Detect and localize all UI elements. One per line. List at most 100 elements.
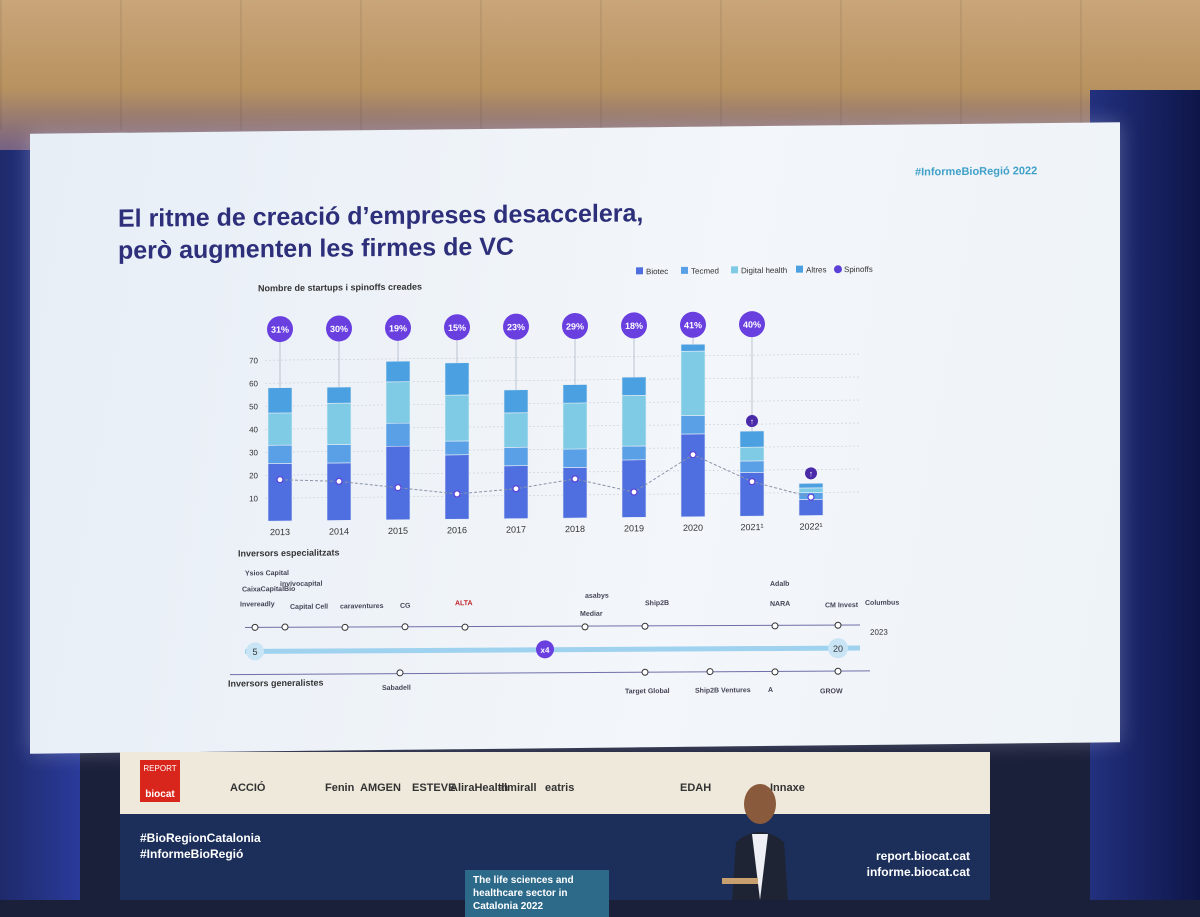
- gridline: [265, 445, 860, 453]
- bar-segment: [326, 386, 352, 404]
- percent-bubble: [621, 312, 647, 339]
- generalist-logo: Sabadell: [382, 685, 411, 692]
- percent-label: 31%: [271, 324, 289, 334]
- sponsor-logo: EDAH: [680, 782, 712, 794]
- legend-label: Altres: [806, 265, 826, 274]
- generalist-timeline: [229, 670, 871, 676]
- gridline: [265, 399, 860, 407]
- bar-segment: [798, 498, 824, 516]
- percent-label: 30%: [330, 324, 348, 334]
- sponsor-logo: eatris: [545, 782, 575, 794]
- percent-bubble: [562, 312, 588, 340]
- bar-segment: [503, 446, 529, 467]
- percent-bubble: [267, 316, 293, 343]
- sponsor-logo: AliraHealth: [450, 782, 509, 794]
- gridline: [265, 422, 860, 430]
- bar-segment: [739, 430, 765, 448]
- legend-swatch: [681, 266, 688, 274]
- bar-segment: [267, 463, 293, 522]
- investor-logo: Capital Cell: [290, 604, 328, 611]
- bar-segment: [680, 350, 706, 416]
- sponsor-logo: AMGEN: [360, 782, 401, 794]
- y-tick-label: 20: [249, 471, 258, 480]
- timeline-node: [641, 668, 649, 676]
- start-count-badge: [246, 642, 264, 661]
- bar-segment: [739, 460, 765, 473]
- generalist-logo: Ship2B Ventures: [695, 687, 751, 695]
- bar-segment: [385, 422, 411, 447]
- x-tick-label: 2016: [447, 525, 467, 535]
- timeline-node: [771, 622, 779, 630]
- x-tick-label: 2014: [329, 526, 349, 536]
- investor-logo: CaixaCapitalBio: [242, 586, 295, 594]
- bar-segment: [326, 462, 352, 521]
- investor-logo: CM Invest: [825, 602, 859, 609]
- bar-segment: [444, 394, 470, 442]
- investor-logo: Mediar: [580, 611, 603, 618]
- timeline-node: [771, 668, 779, 676]
- legend-swatch: [834, 265, 842, 274]
- percent-label: 15%: [448, 323, 466, 333]
- bar-segment: [621, 376, 647, 396]
- x-tick-label: 2019: [624, 523, 644, 533]
- brand-name: biocat: [145, 789, 175, 800]
- spinoff-point: [571, 475, 579, 483]
- percent-label: 40%: [743, 320, 761, 330]
- percent-label: 23%: [507, 322, 525, 332]
- bar-segment: [267, 412, 293, 446]
- spinoff-point: [689, 451, 697, 459]
- investor-logo: CG: [400, 603, 411, 610]
- sponsor-logo: almirall: [498, 782, 537, 794]
- legend-swatch: [796, 265, 803, 273]
- banner-hashtags: #BioRegionCatalonia #InformeBioRegió: [140, 830, 261, 862]
- gridline: [265, 491, 860, 499]
- timeline-node: [401, 623, 409, 631]
- bar-segment: [267, 444, 293, 465]
- bar-segment: [680, 433, 706, 518]
- investor-logo: Columbus: [865, 600, 899, 607]
- legend-label: Spinoffs: [844, 265, 873, 274]
- investor-logo: asabys: [585, 593, 609, 600]
- generalist-logo: A: [768, 687, 773, 694]
- bar-segment: [739, 446, 765, 462]
- hashtag-informe: #InformeBioRegió: [140, 847, 244, 861]
- projection-screen: #InformeBioRegió 2022 El ritme de creaci…: [30, 122, 1120, 754]
- generalist-logo: GROW: [820, 688, 843, 695]
- bar-segment: [326, 402, 352, 446]
- sponsor-logo: ESTEVE: [412, 782, 456, 794]
- investor-logo: ALTA: [455, 600, 473, 607]
- generalist-logo: Target Global: [625, 688, 670, 695]
- arrow-marker: [805, 467, 817, 480]
- spinoff-point: [276, 476, 284, 484]
- generalist-label: Inversors generalistes: [228, 678, 324, 689]
- legend-label: Tecmed: [691, 266, 719, 275]
- investor-logo: invivocapital: [280, 581, 322, 588]
- y-tick-label: 70: [249, 356, 258, 365]
- y-tick-label: 60: [249, 379, 258, 388]
- timeline-node: [341, 623, 349, 631]
- bar-segment: [680, 415, 706, 435]
- spinoff-point: [394, 484, 402, 492]
- ceiling-slats: [0, 0, 1200, 130]
- sponsor-logo: Fenin: [325, 782, 355, 794]
- report-cover: The life sciences and healthcare sector …: [465, 870, 609, 917]
- gridline: [265, 468, 860, 476]
- gridline: [265, 376, 860, 384]
- investor-logo: NARA: [770, 601, 790, 608]
- hashtag-bioregion: #BioRegionCatalonia: [140, 831, 261, 845]
- specialized-timeline: [244, 624, 861, 628]
- multiplier: x4: [541, 646, 550, 655]
- bar-segment: [444, 440, 470, 456]
- spinoffs-line: [279, 454, 812, 498]
- x-tick-label: 2017: [506, 525, 526, 535]
- investor-logo: Ship2B: [645, 600, 669, 607]
- sponsor-logo: ACCIÓ: [230, 782, 266, 794]
- timeline-node: [706, 668, 714, 676]
- bar-segment: [562, 384, 588, 404]
- x-tick-label: 2015: [388, 526, 408, 536]
- bar-segment: [562, 448, 588, 468]
- legend-swatch: [636, 267, 643, 275]
- url-informe: informe.biocat.cat: [866, 865, 970, 879]
- bar-segment: [385, 360, 411, 383]
- x-tick-label: 2013: [270, 527, 290, 537]
